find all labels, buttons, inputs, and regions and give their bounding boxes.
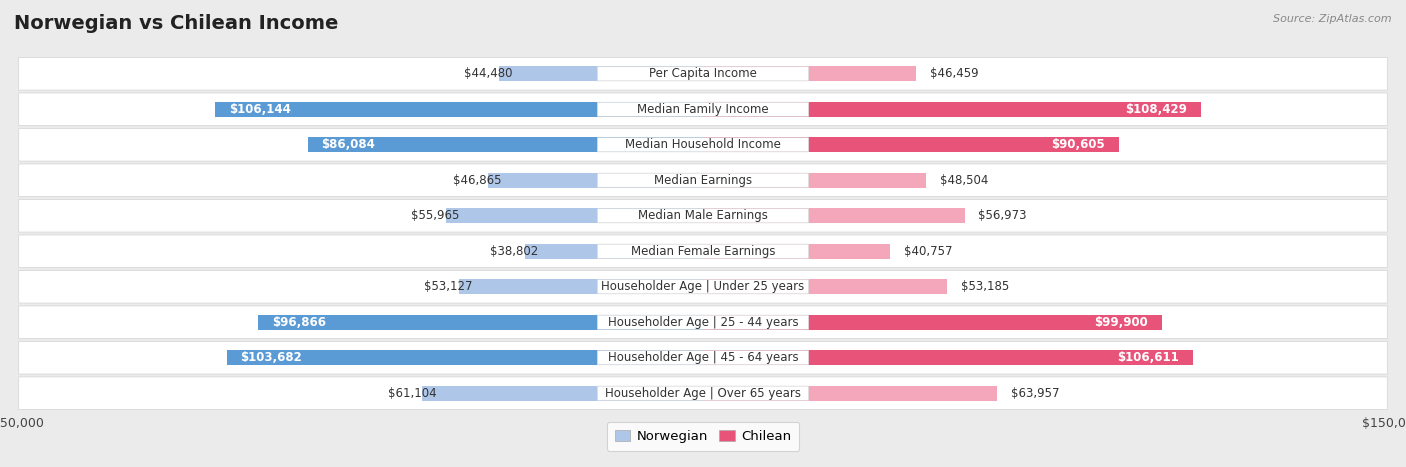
- Bar: [703, 279, 948, 294]
- Bar: [499, 66, 703, 81]
- Text: $53,127: $53,127: [425, 280, 472, 293]
- FancyBboxPatch shape: [18, 199, 1388, 232]
- Bar: [524, 244, 703, 259]
- Bar: [703, 102, 1201, 117]
- Bar: [458, 279, 703, 294]
- FancyBboxPatch shape: [18, 128, 1388, 161]
- FancyBboxPatch shape: [18, 306, 1388, 339]
- Text: $44,480: $44,480: [464, 67, 512, 80]
- FancyBboxPatch shape: [18, 341, 1388, 374]
- Text: $46,865: $46,865: [453, 174, 502, 187]
- Bar: [703, 137, 1119, 152]
- Text: Householder Age | 45 - 64 years: Householder Age | 45 - 64 years: [607, 351, 799, 364]
- Text: $96,866: $96,866: [271, 316, 326, 329]
- Text: $106,611: $106,611: [1118, 351, 1178, 364]
- FancyBboxPatch shape: [18, 270, 1388, 303]
- Text: Norwegian vs Chilean Income: Norwegian vs Chilean Income: [14, 14, 339, 33]
- Bar: [703, 315, 1161, 330]
- Text: Householder Age | Under 25 years: Householder Age | Under 25 years: [602, 280, 804, 293]
- Text: $38,802: $38,802: [491, 245, 538, 258]
- FancyBboxPatch shape: [18, 93, 1388, 126]
- Text: Householder Age | Over 65 years: Householder Age | Over 65 years: [605, 387, 801, 400]
- Bar: [446, 208, 703, 223]
- Bar: [703, 350, 1192, 365]
- Text: Median Male Earnings: Median Male Earnings: [638, 209, 768, 222]
- Text: Source: ZipAtlas.com: Source: ZipAtlas.com: [1274, 14, 1392, 24]
- Bar: [215, 102, 703, 117]
- Text: Median Family Income: Median Family Income: [637, 103, 769, 116]
- FancyBboxPatch shape: [598, 138, 808, 152]
- FancyBboxPatch shape: [598, 67, 808, 81]
- Bar: [488, 173, 703, 188]
- FancyBboxPatch shape: [18, 57, 1388, 90]
- Bar: [226, 350, 703, 365]
- Bar: [703, 66, 917, 81]
- FancyBboxPatch shape: [18, 164, 1388, 197]
- FancyBboxPatch shape: [598, 102, 808, 116]
- FancyBboxPatch shape: [18, 377, 1388, 410]
- Text: $55,965: $55,965: [412, 209, 460, 222]
- Text: $40,757: $40,757: [904, 245, 952, 258]
- FancyBboxPatch shape: [598, 280, 808, 294]
- Text: $46,459: $46,459: [931, 67, 979, 80]
- FancyBboxPatch shape: [598, 386, 808, 400]
- Bar: [308, 137, 703, 152]
- Bar: [703, 244, 890, 259]
- Text: Householder Age | 25 - 44 years: Householder Age | 25 - 44 years: [607, 316, 799, 329]
- FancyBboxPatch shape: [18, 235, 1388, 268]
- Text: $53,185: $53,185: [962, 280, 1010, 293]
- Bar: [259, 315, 703, 330]
- Bar: [703, 386, 997, 401]
- FancyBboxPatch shape: [598, 351, 808, 365]
- Bar: [422, 386, 703, 401]
- Text: $103,682: $103,682: [240, 351, 302, 364]
- Text: $61,104: $61,104: [388, 387, 436, 400]
- Text: Median Earnings: Median Earnings: [654, 174, 752, 187]
- FancyBboxPatch shape: [598, 315, 808, 329]
- Text: $99,900: $99,900: [1094, 316, 1149, 329]
- Text: Median Household Income: Median Household Income: [626, 138, 780, 151]
- FancyBboxPatch shape: [598, 244, 808, 258]
- Bar: [703, 173, 925, 188]
- Text: $106,144: $106,144: [229, 103, 291, 116]
- Text: Per Capita Income: Per Capita Income: [650, 67, 756, 80]
- Text: $48,504: $48,504: [939, 174, 988, 187]
- Text: $56,973: $56,973: [979, 209, 1026, 222]
- Text: $86,084: $86,084: [322, 138, 375, 151]
- FancyBboxPatch shape: [598, 173, 808, 187]
- Text: Median Female Earnings: Median Female Earnings: [631, 245, 775, 258]
- Legend: Norwegian, Chilean: Norwegian, Chilean: [606, 422, 800, 451]
- Text: $90,605: $90,605: [1052, 138, 1105, 151]
- Bar: [703, 208, 965, 223]
- Text: $108,429: $108,429: [1125, 103, 1187, 116]
- FancyBboxPatch shape: [598, 209, 808, 223]
- Text: $63,957: $63,957: [1011, 387, 1059, 400]
